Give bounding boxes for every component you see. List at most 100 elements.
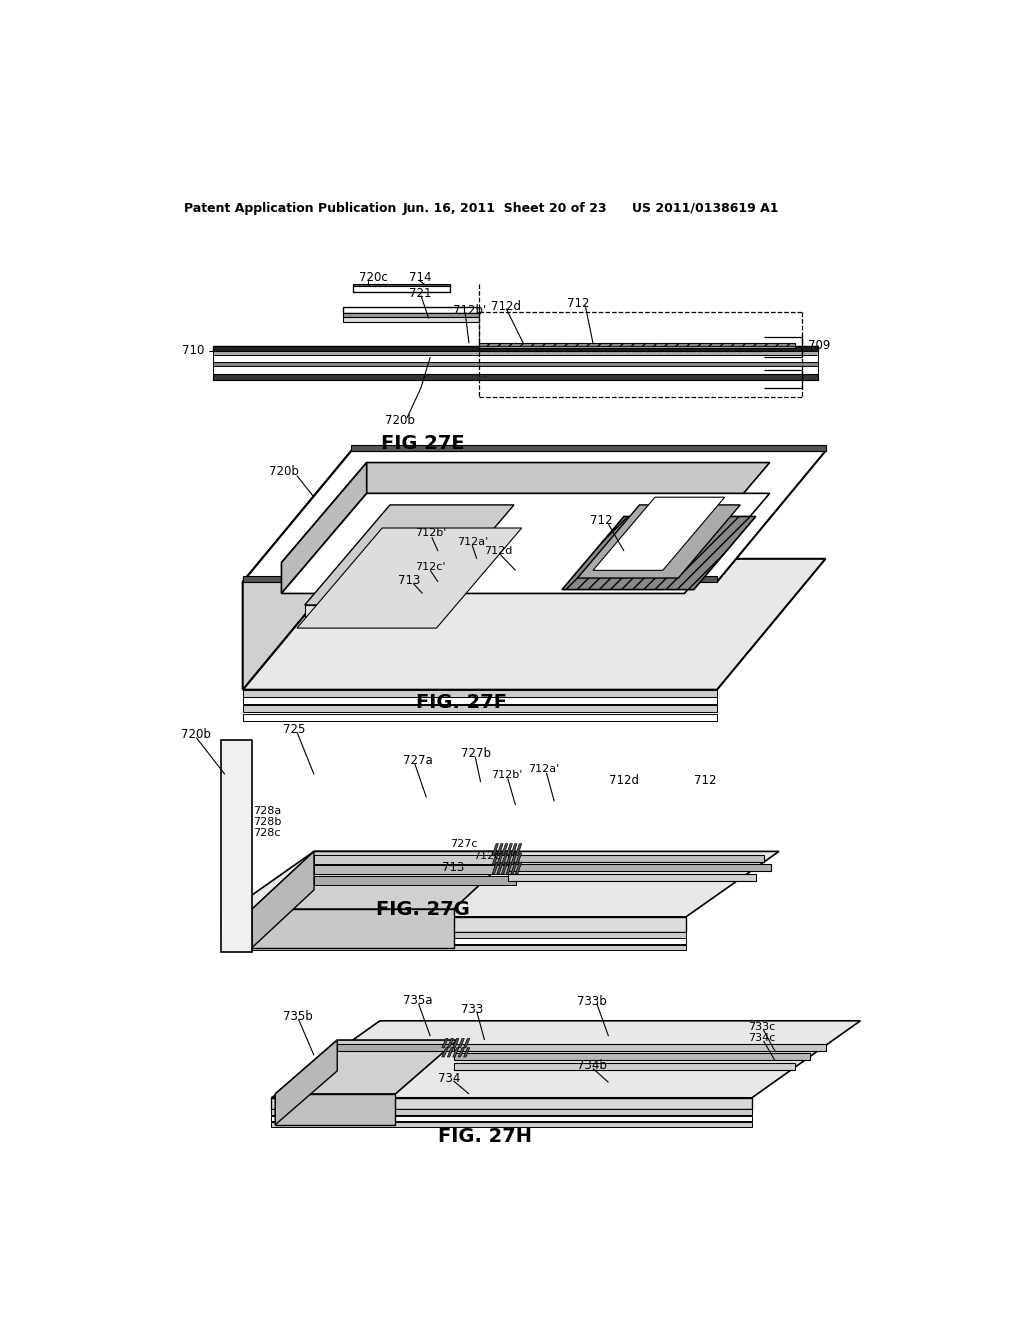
Text: 712: 712 [693,774,716,787]
Polygon shape [351,445,825,451]
Polygon shape [243,705,717,711]
Text: Patent Application Publication: Patent Application Publication [183,202,396,215]
Bar [213,346,818,351]
Polygon shape [502,862,508,874]
Text: 713: 713 [442,861,464,874]
Polygon shape [447,1048,454,1057]
Bar [343,313,479,317]
Text: 721: 721 [410,286,432,300]
Polygon shape [221,932,686,937]
Polygon shape [221,945,686,950]
Polygon shape [252,909,454,948]
Text: 727a: 727a [403,754,433,767]
Polygon shape [243,576,717,582]
Polygon shape [394,531,460,601]
Polygon shape [314,866,515,874]
Polygon shape [431,531,497,601]
Polygon shape [506,862,512,874]
Bar [343,308,479,313]
Polygon shape [511,862,517,874]
Polygon shape [271,1115,752,1121]
Polygon shape [221,939,686,944]
Bar [213,351,818,355]
Polygon shape [243,558,825,689]
Text: 728b: 728b [254,817,282,828]
Text: 720c: 720c [359,271,388,284]
Polygon shape [314,855,515,863]
Polygon shape [508,855,764,862]
Text: 709: 709 [809,339,830,352]
Text: FIG. 27F: FIG. 27F [416,693,507,711]
Bar [352,284,450,286]
Polygon shape [243,451,825,582]
Polygon shape [275,1040,458,1094]
Polygon shape [282,462,367,594]
Polygon shape [221,917,686,932]
Polygon shape [252,851,314,948]
Polygon shape [464,1039,470,1048]
Bar [352,285,450,292]
Polygon shape [511,853,517,865]
Polygon shape [506,843,512,855]
Text: 733: 733 [461,1003,483,1016]
Polygon shape [314,876,515,884]
Polygon shape [275,1040,337,1125]
Text: 712: 712 [566,297,589,310]
Polygon shape [305,605,429,616]
Text: 734b: 734b [578,1059,607,1072]
Polygon shape [506,853,512,865]
Polygon shape [454,1044,825,1051]
Polygon shape [243,697,717,705]
Text: 727b: 727b [461,747,492,760]
Bar [213,366,818,374]
Text: 712d: 712d [484,546,513,556]
Polygon shape [221,851,779,917]
Bar [479,343,795,348]
Text: 733c: 733c [748,1022,775,1032]
Polygon shape [508,874,756,880]
Polygon shape [422,531,487,601]
Polygon shape [442,1039,449,1048]
Text: US 2011/0138619 A1: US 2011/0138619 A1 [632,202,778,215]
Text: 712c': 712c' [415,561,445,572]
Polygon shape [453,1048,459,1057]
Text: 710: 710 [182,345,205,358]
Polygon shape [447,1039,454,1048]
Polygon shape [578,506,740,578]
Text: 712b': 712b' [454,304,486,317]
Bar [213,363,818,367]
Polygon shape [275,1094,395,1125]
Text: 712b': 712b' [490,770,522,780]
Polygon shape [442,1048,449,1057]
Polygon shape [515,853,521,865]
Text: 734c: 734c [748,1032,775,1043]
Polygon shape [271,1098,752,1109]
Polygon shape [221,739,252,952]
Polygon shape [493,853,499,865]
Text: 712a': 712a' [457,537,487,546]
Polygon shape [497,843,503,855]
Polygon shape [243,451,351,689]
Polygon shape [297,528,521,628]
Text: 728a: 728a [254,807,282,816]
Polygon shape [282,462,770,562]
Polygon shape [252,851,515,909]
Text: 712d: 712d [608,774,639,787]
Polygon shape [454,1053,810,1060]
Text: 712c': 712c' [473,851,504,861]
Polygon shape [508,865,771,871]
Text: 728c: 728c [254,828,281,838]
Text: 712b': 712b' [415,528,446,539]
Polygon shape [562,516,756,590]
Polygon shape [243,689,717,697]
Text: 720b: 720b [269,465,299,478]
Polygon shape [271,1122,752,1127]
Bar [213,355,818,363]
Text: 734: 734 [438,1072,461,1085]
Polygon shape [458,1039,464,1048]
Polygon shape [458,1048,464,1057]
Polygon shape [271,1020,860,1098]
Polygon shape [511,843,517,855]
Text: 725: 725 [283,723,305,737]
Bar [479,343,795,346]
